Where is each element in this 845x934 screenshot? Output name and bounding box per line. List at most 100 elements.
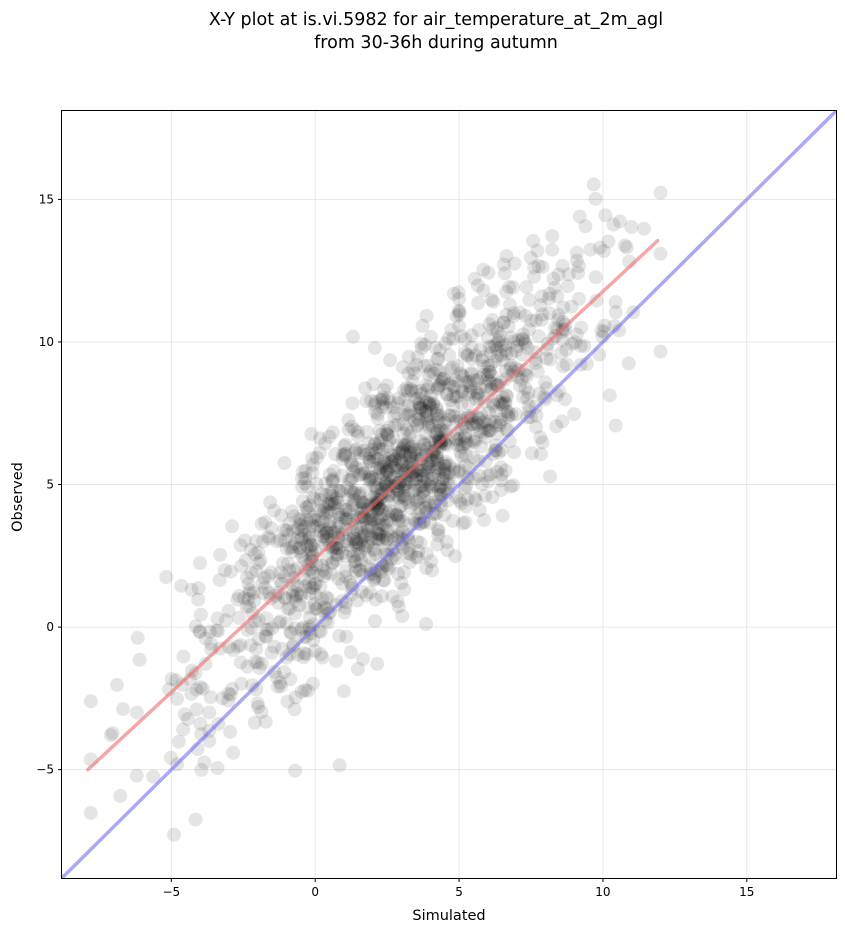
data-point (242, 583, 257, 598)
data-point (476, 359, 491, 374)
data-point (361, 535, 376, 550)
data-point (334, 484, 349, 499)
data-point (344, 419, 359, 434)
data-point (395, 514, 410, 528)
data-point (316, 529, 331, 544)
data-point (358, 447, 373, 462)
data-point (285, 639, 300, 654)
data-point (464, 367, 479, 382)
data-point (249, 563, 264, 578)
data-point (397, 479, 412, 494)
data-point (313, 647, 328, 662)
data-point (529, 356, 544, 370)
data-point (380, 464, 395, 479)
data-point (421, 472, 436, 487)
data-point (354, 524, 369, 539)
data-point (410, 349, 425, 364)
data-point (363, 496, 378, 511)
data-point (588, 191, 603, 206)
data-point (368, 472, 383, 487)
data-point (370, 525, 384, 540)
data-point (372, 442, 387, 457)
data-point (318, 613, 333, 628)
data-point (270, 679, 285, 694)
data-point (332, 628, 347, 643)
data-point (507, 445, 522, 460)
data-point (596, 244, 611, 259)
data-point (300, 539, 315, 554)
data-point (379, 378, 394, 393)
data-point (471, 296, 486, 310)
data-point (164, 672, 179, 686)
data-point (197, 755, 212, 770)
data-point (338, 437, 353, 452)
data-point (188, 619, 203, 634)
data-point (429, 461, 444, 476)
data-point (285, 504, 300, 519)
data-point (421, 380, 436, 395)
data-point (432, 364, 447, 379)
data-point (476, 367, 491, 382)
data-point (420, 383, 435, 397)
data-point (485, 490, 500, 505)
data-point (283, 540, 298, 555)
data-point (346, 498, 361, 513)
data-point (377, 383, 392, 398)
data-point (323, 505, 337, 520)
data-point (473, 371, 488, 386)
data-point (322, 497, 337, 512)
data-point (386, 448, 401, 463)
data-point (555, 414, 570, 429)
data-point (480, 417, 495, 432)
data-point (255, 585, 270, 600)
data-point (339, 549, 354, 564)
data-point (282, 563, 297, 578)
data-point (396, 417, 411, 432)
data-point (469, 373, 484, 388)
x-axis-ticks: −5 0 5 10 15 (162, 878, 754, 899)
data-point (415, 471, 430, 486)
data-point (356, 529, 371, 543)
data-point (416, 515, 431, 530)
data-point (294, 684, 309, 699)
data-point (594, 323, 609, 338)
data-point (395, 466, 410, 481)
data-point (335, 451, 350, 466)
data-point (325, 556, 340, 571)
data-point (345, 396, 360, 411)
data-point (370, 656, 385, 671)
data-point (419, 482, 433, 497)
data-point (430, 522, 445, 537)
data-point (312, 445, 327, 460)
data-point (347, 554, 362, 569)
data-point (331, 571, 346, 586)
data-point (364, 519, 379, 534)
data-point (474, 439, 488, 454)
data-point (419, 408, 434, 423)
data-point (431, 415, 446, 430)
data-point (456, 369, 471, 384)
data-point (374, 427, 389, 442)
data-point (533, 298, 548, 313)
data-point (366, 512, 381, 527)
data-point (338, 600, 353, 615)
data-point (360, 538, 375, 553)
data-point (441, 412, 455, 427)
data-point (418, 501, 433, 515)
data-point (569, 253, 584, 268)
data-point (437, 465, 452, 480)
data-point (464, 340, 479, 355)
data-point (193, 716, 208, 731)
data-point (583, 242, 598, 257)
data-point (416, 483, 431, 498)
data-point (482, 423, 497, 438)
data-point (286, 523, 300, 538)
data-point (364, 442, 379, 457)
data-point (472, 503, 487, 518)
data-point (431, 456, 446, 471)
data-point (234, 676, 249, 691)
data-point (362, 472, 377, 487)
data-point (415, 485, 430, 500)
data-point (516, 390, 531, 405)
data-point (232, 589, 246, 603)
